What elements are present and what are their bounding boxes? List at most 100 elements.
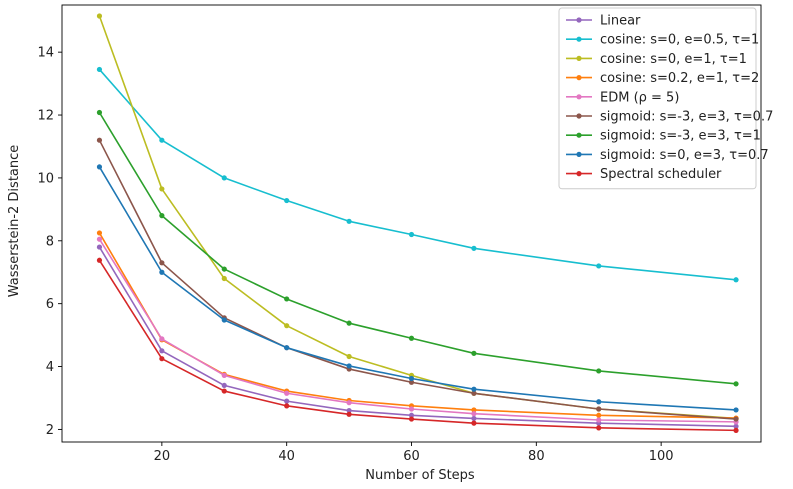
- data-point-sigmoid-s-3-e-3-0-7-10: [96, 137, 103, 143]
- data-point-sigmoid-s-3-e-3-1-30: [221, 266, 227, 272]
- data-point-cosine-s-0-e-0-5-1-40: [284, 197, 290, 204]
- data-point-sigmoid-s-0-e-3-0-7-112: [733, 407, 739, 413]
- y-axis-title: Wasserstein-2 Distance: [7, 145, 22, 298]
- data-point-edm-5-10: [96, 236, 103, 242]
- data-point-sigmoid-s-0-e-3-0-7-10: [96, 164, 103, 170]
- y-tick-label-2: 2: [46, 423, 54, 438]
- data-point-spectral-scheduler-30: [221, 388, 227, 394]
- series-edm-5: [96, 236, 739, 425]
- data-point-sigmoid-s-0-e-3-0-7-20: [159, 269, 165, 275]
- data-point-edm-5-30: [221, 372, 227, 378]
- legend-item-sigmoid-s-0-e-3-0-7: sigmoid: s=0, e=3, τ=0.7: [566, 148, 769, 163]
- data-point-spectral-scheduler-50: [346, 411, 352, 417]
- data-point-cosine-s-0-e-0-5-1-20: [159, 137, 165, 143]
- legend-label-linear: Linear: [600, 14, 641, 29]
- data-point-linear-20: [159, 348, 165, 354]
- data-point-cosine-s-0-2-e-1-2-70: [471, 407, 477, 413]
- data-point-cosine-s-0-2-e-1-2-10: [96, 230, 103, 236]
- data-point-sigmoid-s-0-e-3-0-7-70: [471, 386, 477, 392]
- data-point-sigmoid-s-0-e-3-0-7-40: [284, 345, 290, 351]
- legend-item-cosine-s-0-e-1-1: cosine: s=0, e=1, τ=1: [566, 52, 747, 67]
- series-layer: [96, 13, 739, 433]
- legend-marker-cosine-s-0-e-0-5-1: [576, 36, 582, 42]
- legend-label-sigmoid-s-0-e-3-0-7: sigmoid: s=0, e=3, τ=0.7: [600, 148, 769, 163]
- legend-box: [558, 7, 757, 190]
- data-point-sigmoid-s-3-e-3-0-7-90: [596, 406, 602, 412]
- data-point-cosine-s-0-e-1-1-50: [346, 353, 352, 360]
- data-point-edm-5-60: [408, 406, 415, 412]
- data-point-cosine-s-0-2-e-1-2-90: [596, 412, 602, 418]
- legend-marker-edm-5: [576, 94, 582, 100]
- legend: Linear cosine: s=0, e=0.5, τ=1 cosine: s=0…: [558, 7, 773, 190]
- data-point-cosine-s-0-e-0-5-1-30: [221, 175, 227, 181]
- data-point-edm-5-70: [471, 411, 477, 417]
- data-point-cosine-s-0-e-0-5-1-90: [596, 263, 602, 269]
- legend-label-edm-5: EDM (ρ = 5): [600, 90, 679, 105]
- data-point-sigmoid-s-3-e-3-1-112: [733, 381, 739, 387]
- x-tick-label-60: 60: [403, 449, 420, 464]
- data-point-sigmoid-s-3-e-3-1-10: [96, 109, 103, 116]
- legend-marker-cosine-s-0-2-e-1-2: [576, 75, 582, 81]
- data-point-linear-50: [346, 407, 352, 414]
- axes-layer: 20 40 60 80 100 2 4 6 8 10 12 14: [37, 4, 762, 464]
- data-point-cosine-s-0-e-0-5-1-70: [471, 245, 477, 251]
- legend-marker-spectral-scheduler: [576, 171, 582, 177]
- data-point-sigmoid-s-3-e-3-1-60: [408, 335, 415, 341]
- legend-label-sigmoid-s-3-e-3-0-7: sigmoid: s=-3, e=3, τ=0.7: [600, 110, 773, 125]
- legend-label-sigmoid-s-3-e-3-1: sigmoid: s=-3, e=3, τ=1: [600, 129, 761, 144]
- legend-label-spectral-scheduler: Spectral scheduler: [600, 167, 722, 182]
- data-point-cosine-s-0-e-0-5-1-50: [346, 218, 352, 224]
- data-point-cosine-s-0-e-1-1-20: [159, 186, 165, 192]
- data-point-sigmoid-s-0-e-3-0-7-50: [346, 363, 352, 369]
- data-point-spectral-scheduler-70: [471, 420, 477, 426]
- data-point-sigmoid-s-3-e-3-1-50: [346, 320, 352, 326]
- series-spectral-scheduler: [96, 257, 739, 433]
- data-point-edm-5-90: [596, 417, 602, 423]
- y-tick-label-12: 12: [37, 109, 54, 124]
- data-point-sigmoid-s-3-e-3-1-20: [159, 213, 165, 219]
- data-point-edm-5-20: [159, 336, 165, 342]
- data-point-cosine-s-0-e-1-1-40: [284, 323, 290, 329]
- data-point-spectral-scheduler-10: [96, 257, 103, 263]
- data-point-linear-70: [471, 415, 477, 422]
- data-point-spectral-scheduler-90: [596, 425, 602, 431]
- legend-label-cosine-s-0-2-e-1-2: cosine: s=0.2, e=1, τ=2: [600, 71, 759, 86]
- data-point-sigmoid-s-3-e-3-0-7-70: [471, 390, 477, 396]
- data-point-linear-40: [284, 398, 290, 404]
- legend-label-cosine-s-0-e-1-1: cosine: s=0, e=1, τ=1: [600, 52, 747, 67]
- legend-item-edm-5: EDM (ρ = 5): [566, 90, 679, 105]
- x-tick-label-20: 20: [154, 449, 171, 464]
- x-axis-title: Number of Steps: [365, 468, 475, 483]
- data-point-linear-60: [408, 412, 415, 418]
- legend-marker-cosine-s-0-e-1-1: [576, 55, 582, 62]
- series-sigmoid-s-3-e-3-1: [96, 109, 739, 387]
- legend-item-sigmoid-s-3-e-3-1: sigmoid: s=-3, e=3, τ=1: [566, 129, 761, 144]
- legend-item-spectral-scheduler: Spectral scheduler: [566, 167, 722, 182]
- x-tick-label-80: 80: [528, 449, 545, 464]
- legend-item-cosine-s-0-2-e-1-2: cosine: s=0.2, e=1, τ=2: [566, 71, 759, 86]
- legend-marker-sigmoid-s-0-e-3-0-7: [576, 151, 582, 157]
- data-point-sigmoid-s-0-e-3-0-7-30: [221, 317, 227, 323]
- y-tick-label-10: 10: [37, 171, 54, 186]
- data-point-edm-5-40: [284, 390, 290, 396]
- legend-label-cosine-s-0-e-0-5-1: cosine: s=0, e=0.5, τ=1: [600, 33, 759, 48]
- data-point-sigmoid-s-3-e-3-1-90: [596, 368, 602, 374]
- series-cosine-s-0-e-0-5-1: [96, 66, 739, 283]
- x-tick-label-40: 40: [278, 449, 295, 464]
- y-tick-label-8: 8: [46, 234, 54, 249]
- data-point-sigmoid-s-0-e-3-0-7-60: [408, 375, 415, 382]
- y-tick-label-6: 6: [46, 297, 54, 312]
- data-point-spectral-scheduler-112: [733, 427, 739, 433]
- y-tick-label-4: 4: [46, 360, 54, 375]
- legend-item-linear: Linear: [566, 14, 641, 29]
- legend-item-sigmoid-s-3-e-3-0-7: sigmoid: s=-3, e=3, τ=0.7: [566, 110, 773, 125]
- legend-marker-sigmoid-s-3-e-3-0-7: [576, 113, 582, 119]
- data-point-linear-10: [96, 244, 103, 250]
- data-point-spectral-scheduler-60: [408, 416, 415, 422]
- data-point-linear-112: [733, 423, 739, 429]
- legend-item-cosine-s-0-e-0-5-1: cosine: s=0, e=0.5, τ=1: [566, 33, 759, 48]
- data-point-cosine-s-0-e-1-1-10: [96, 13, 103, 19]
- data-point-spectral-scheduler-40: [284, 403, 290, 409]
